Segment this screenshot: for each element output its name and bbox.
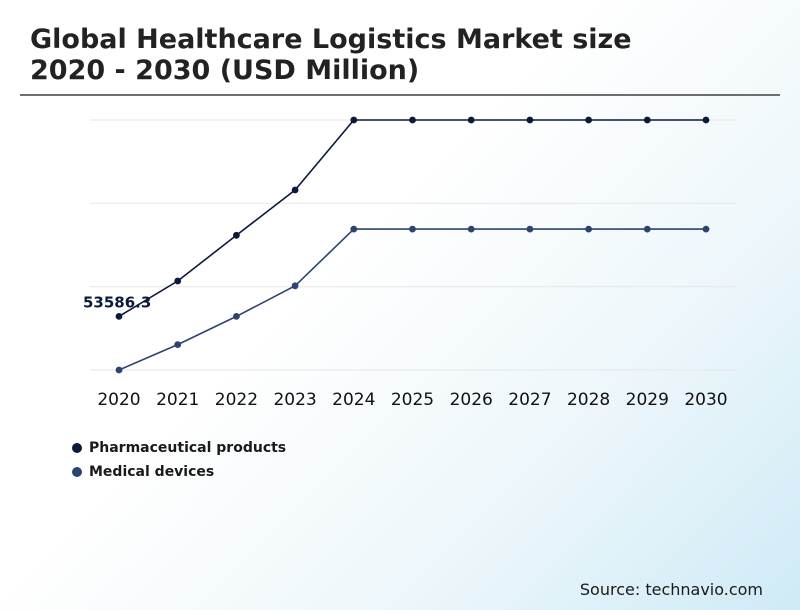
legend-item-pharmaceutical-products: Pharmaceutical products bbox=[72, 436, 286, 460]
data-label-pharmaceutical-products-2020: 53586.3 bbox=[83, 293, 151, 311]
x-tick-label-2021: 2021 bbox=[156, 390, 199, 410]
point-medical-devices-2027 bbox=[526, 225, 534, 233]
x-tick-label-2022: 2022 bbox=[215, 390, 258, 410]
legend-label-medical-devices: Medical devices bbox=[89, 464, 215, 480]
series-lines bbox=[115, 116, 710, 374]
point-medical-devices-2020 bbox=[115, 366, 123, 374]
legend-label-pharmaceutical-products: Pharmaceutical products bbox=[89, 440, 287, 456]
point-medical-devices-2028 bbox=[585, 225, 592, 233]
x-tick-label-2026: 2026 bbox=[450, 390, 493, 410]
point-pharmaceutical-products-2021 bbox=[174, 277, 182, 285]
point-medical-devices-2024 bbox=[350, 225, 358, 233]
legend: Pharmaceutical products Medical devices bbox=[72, 436, 286, 484]
x-tick-label-2023: 2023 bbox=[273, 390, 316, 410]
grid-lines bbox=[90, 119, 736, 371]
legend-marker-medical-devices bbox=[72, 467, 82, 477]
point-medical-devices-2026 bbox=[467, 225, 475, 233]
point-medical-devices-2023 bbox=[291, 282, 299, 290]
x-tick-label-2028: 2028 bbox=[567, 390, 610, 410]
point-medical-devices-2025 bbox=[409, 225, 416, 233]
legend-item-medical-devices: Medical devices bbox=[72, 460, 286, 484]
x-tick-label-2020: 2020 bbox=[97, 390, 140, 410]
point-pharmaceutical-products-2020 bbox=[115, 313, 123, 320]
point-medical-devices-2022 bbox=[233, 313, 240, 320]
chart-title-line-1: Global Healthcare Logistics Market size bbox=[30, 24, 632, 55]
source-credit: Source: technavio.com bbox=[579, 580, 763, 599]
x-tick-label-2029: 2029 bbox=[626, 390, 669, 410]
point-pharmaceutical-products-2030 bbox=[702, 116, 710, 124]
data-labels: 53586.3 bbox=[83, 293, 151, 311]
x-axis-ticks: 2020 2021 2022 2023 2024 2025 2026 2027 2028 2029… bbox=[97, 390, 727, 410]
point-medical-devices-2030 bbox=[702, 225, 710, 233]
point-pharmaceutical-products-2025 bbox=[409, 116, 416, 124]
legend-marker-pharmaceutical-products bbox=[72, 443, 82, 453]
point-pharmaceutical-products-2024 bbox=[350, 116, 358, 124]
point-pharmaceutical-products-2029 bbox=[643, 116, 651, 124]
line-chart: 53586.3 2020 2021 2022 2023 2024 2025 2026 2027… bbox=[83, 116, 736, 410]
x-tick-label-2024: 2024 bbox=[332, 390, 375, 410]
series-line-medical-devices bbox=[118, 228, 707, 371]
chart-title: Global Healthcare Logistics Market size … bbox=[30, 24, 632, 86]
point-medical-devices-2029 bbox=[643, 225, 651, 233]
x-tick-label-2025: 2025 bbox=[391, 390, 434, 410]
point-pharmaceutical-products-2028 bbox=[585, 116, 592, 124]
x-tick-label-2027: 2027 bbox=[508, 390, 551, 410]
title-divider bbox=[20, 94, 780, 96]
point-medical-devices-2021 bbox=[174, 341, 182, 348]
chart-title-line-2: 2020 - 2030 (USD Million) bbox=[30, 55, 420, 86]
point-pharmaceutical-products-2027 bbox=[526, 116, 534, 124]
point-pharmaceutical-products-2022 bbox=[233, 231, 240, 239]
point-pharmaceutical-products-2026 bbox=[467, 116, 475, 124]
x-tick-label-2030: 2030 bbox=[684, 390, 727, 410]
point-pharmaceutical-products-2023 bbox=[291, 186, 299, 194]
